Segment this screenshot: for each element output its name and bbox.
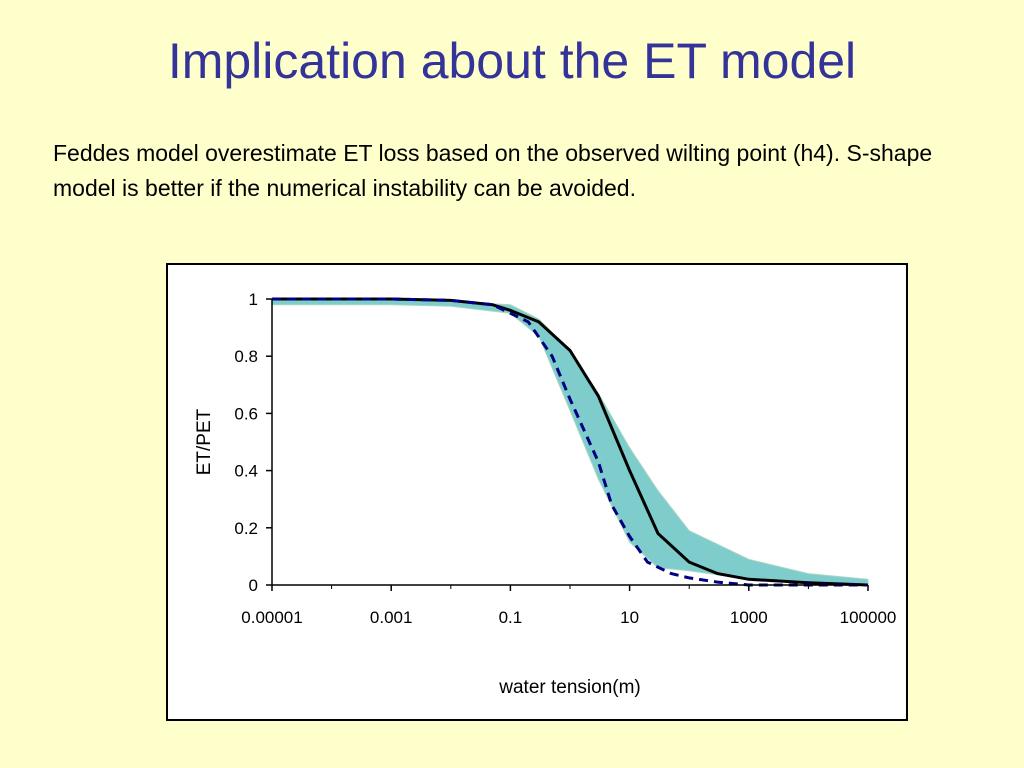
y-axis-label: ET/PET [194,408,215,475]
y-tick-label: 1 [249,290,258,309]
uncertainty-band [271,298,869,586]
x-tick-label: 0.001 [370,608,413,627]
y-tick-label: 0.6 [234,404,258,423]
series-solid-line [272,297,869,587]
slide-body-text: Feddes model overestimate ET loss based … [53,140,933,201]
y-tick-label: 0.8 [234,347,258,366]
slide-title: Implication about the ET model [167,33,857,89]
y-tick-label: 0.2 [234,519,258,538]
x-tick-label: 0.1 [499,608,523,627]
chart-frame: 0 0.2 0.4 0.6 0.8 1 0.00001 0.001 0.1 10 1000 1000… [166,263,908,721]
x-tick-label: 100000 [840,608,897,627]
et-pet-chart: 0 0.2 0.4 0.6 0.8 1 0.00001 0.001 0.1 10 1000 1000… [194,290,896,698]
y-tick-label: 0.4 [234,462,258,481]
x-tick-label: 10 [620,608,639,627]
y-ticks: 0 0.2 0.4 0.6 0.8 1 [234,290,272,595]
y-tick-label: 0 [249,576,258,595]
x-ticks: 0.00001 0.001 0.1 10 1000 100000 [241,585,896,627]
x-tick-label: 0.00001 [241,608,302,627]
x-tick-label: 1000 [730,608,768,627]
series-dashed-line [272,297,868,587]
x-axis-label: water tension(m) [498,677,641,698]
